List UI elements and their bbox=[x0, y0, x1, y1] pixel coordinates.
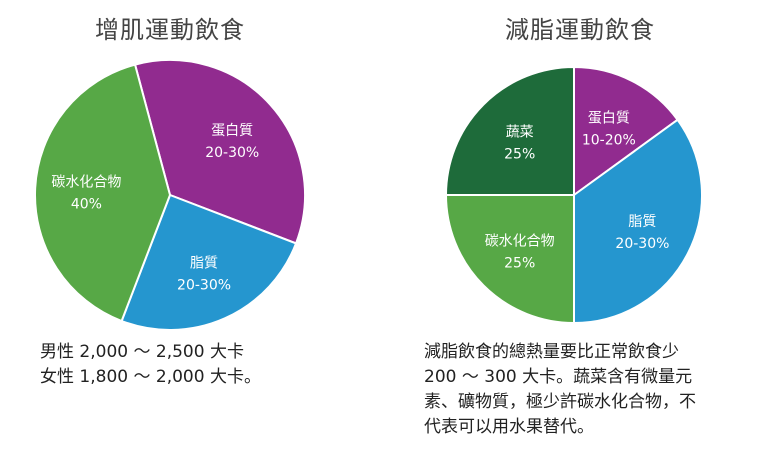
fat-loss-pie-chart: 蛋白質 10-20% 脂質 20-30% 碳水化合物 25% 蔬菜 25% bbox=[444, 65, 703, 325]
note-line: 素、礦物質，極少許碳水化合物，不 bbox=[424, 392, 696, 412]
fat-loss-panel: 減脂運動飲食 蛋白質 10-20% 脂質 20-30% 碳水化合物 25% 蔬菜 25% 減脂… bbox=[400, 0, 760, 468]
pie-slice bbox=[444, 194, 575, 325]
slice-name-label: 脂質 bbox=[190, 255, 218, 271]
muscle-gain-panel: 增肌運動飲食 蛋白質 20-30% 脂質 20-30% 碳水化合物 40% 男性 2,00… bbox=[0, 0, 340, 468]
slice-value-label: 40% bbox=[71, 197, 102, 213]
note-line: 代表可以用水果替代。 bbox=[424, 417, 594, 437]
slice-value-label: 20-30% bbox=[205, 145, 259, 161]
pie-slice bbox=[120, 193, 298, 331]
note-line: 女性 1,800 ～ 2,000 大卡。 bbox=[40, 367, 261, 387]
slice-name-label: 碳水化合物 bbox=[51, 175, 121, 191]
slice-name-label: 蛋白質 bbox=[211, 123, 253, 139]
diet-note: 減脂飲食的總熱量要比正常飲食少 200 ～ 300 大卡。蔬菜含有微量元 素、礦… bbox=[424, 340, 744, 440]
pie-slice bbox=[34, 63, 172, 323]
slice-name-label: 脂質 bbox=[628, 214, 656, 230]
slice-name-label: 蛋白質 bbox=[588, 111, 630, 127]
chart-title: 增肌運動飲食 bbox=[95, 16, 245, 44]
pie-slice bbox=[573, 118, 703, 325]
pie-slice bbox=[444, 65, 575, 196]
muscle-gain-pie-chart: 蛋白質 20-30% 脂質 20-30% 碳水化合物 40% bbox=[34, 59, 306, 331]
note-line: 200 ～ 300 大卡。蔬菜含有微量元 bbox=[424, 367, 693, 387]
chart-title: 減脂運動飲食 bbox=[505, 16, 655, 44]
slice-value-label: 20-30% bbox=[177, 277, 231, 293]
slice-value-label: 25% bbox=[504, 147, 535, 163]
slice-name-label: 蔬菜 bbox=[506, 125, 534, 141]
slice-value-label: 10-20% bbox=[582, 133, 636, 149]
slice-value-label: 25% bbox=[504, 255, 535, 271]
slice-value-label: 20-30% bbox=[615, 236, 669, 252]
slice-name-label: 碳水化合物 bbox=[485, 233, 555, 249]
note-line: 男性 2,000 ～ 2,500 大卡 bbox=[40, 342, 244, 362]
note-line: 減脂飲食的總熱量要比正常飲食少 bbox=[424, 342, 679, 362]
pie-slice bbox=[573, 65, 679, 197]
calorie-note: 男性 2,000 ～ 2,500 大卡 女性 1,800 ～ 2,000 大卡。 bbox=[40, 340, 330, 390]
